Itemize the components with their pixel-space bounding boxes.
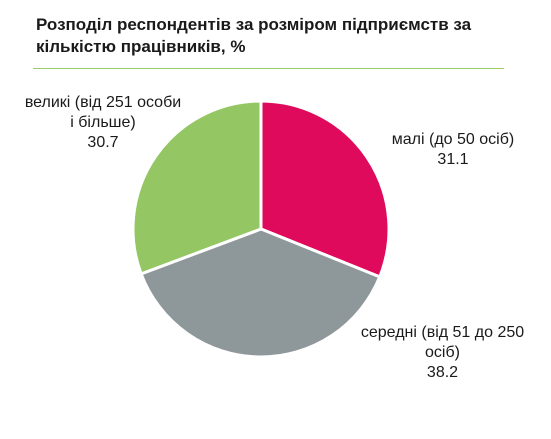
slice-name-small: малі (до 50 осіб) [391,131,515,148]
slice-name-medium: середні (від 51 до 250 осіб) [360,324,525,361]
pie-slices [131,99,391,359]
slice-label-medium: середні (від 51 до 250 осіб) 38.2 [355,323,530,383]
chart-title: Розподіл респондентів за розміром підпри… [36,15,472,56]
slice-value-small: 31.1 [437,151,469,168]
title-underline [33,68,504,69]
slice-value-medium: 38.2 [426,364,459,381]
slice-name-large: великі (від 251 особи і більше) [24,94,182,131]
pie-slice-medium [139,227,382,359]
pie-slice-large [131,99,263,276]
pie-slice-small [259,99,391,279]
slice-label-small: малі (до 50 осіб) 31.1 [373,130,533,170]
slice-label-large: великі (від 251 особи і більше) 30.7 [23,93,183,153]
slice-value-large: 30.7 [87,134,119,151]
